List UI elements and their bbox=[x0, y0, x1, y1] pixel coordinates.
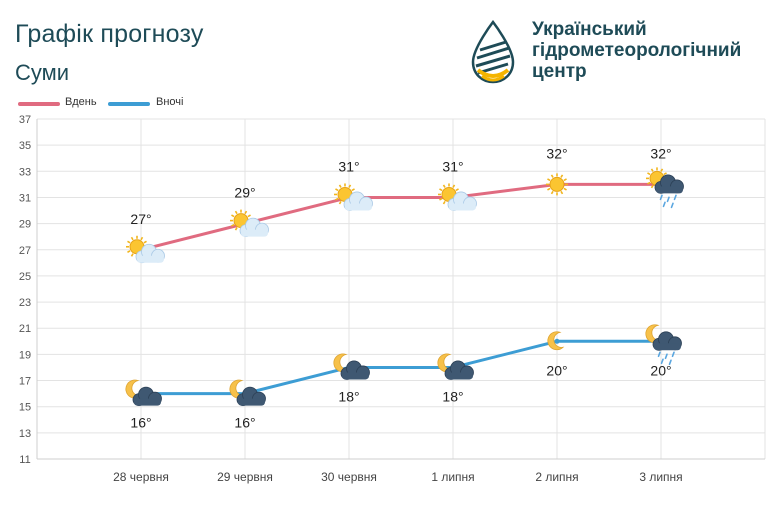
y-tick-label: 23 bbox=[19, 297, 31, 309]
point-night bbox=[554, 338, 560, 344]
logo-text: Український гідрометеорологічний центр bbox=[532, 19, 741, 82]
series-line-night bbox=[141, 339, 661, 396]
data-label-night: 18° bbox=[442, 388, 463, 404]
y-tick-label: 35 bbox=[19, 140, 31, 152]
sun-icon bbox=[546, 173, 568, 196]
data-label-night: 20° bbox=[546, 362, 567, 378]
logo-line-2: гідрометеорологічний bbox=[532, 40, 742, 61]
data-label-night: 18° bbox=[338, 388, 359, 404]
ukrhydrometcenter-logo[interactable]: Український гідрометеорологічний центр bbox=[468, 18, 768, 88]
y-tick-label: 13 bbox=[19, 428, 31, 440]
y-tick-label: 17 bbox=[19, 376, 31, 388]
rain-drops-icon bbox=[659, 194, 677, 209]
x-tick-label: 29 червня bbox=[217, 470, 273, 484]
x-tick-label: 2 липня bbox=[535, 470, 578, 484]
y-tick-label: 19 bbox=[19, 349, 31, 361]
dark-cloud-icon bbox=[236, 386, 266, 407]
y-tick-label: 37 bbox=[19, 114, 31, 126]
cloud-icon bbox=[239, 217, 269, 238]
page-title: Графік прогнозу bbox=[15, 20, 204, 48]
y-tick-label: 11 bbox=[19, 454, 30, 466]
data-label-day: 32° bbox=[650, 145, 671, 161]
city-name: Суми bbox=[15, 60, 70, 85]
dark-cloud-icon bbox=[340, 360, 370, 380]
data-label-day: 32° bbox=[546, 145, 567, 161]
dark-cloud-icon bbox=[132, 386, 162, 407]
data-label-day: 27° bbox=[130, 211, 151, 227]
data-label-day: 31° bbox=[338, 158, 359, 174]
logo-line-3: центр bbox=[532, 61, 587, 82]
cloud-icon bbox=[343, 191, 373, 211]
y-tick-label: 27 bbox=[19, 245, 31, 257]
data-label-night: 16° bbox=[130, 415, 151, 431]
data-label-night: 20° bbox=[650, 362, 671, 378]
dark-cloud-icon bbox=[654, 174, 684, 194]
drop-logo-icon bbox=[471, 20, 515, 84]
x-tick-label: 30 червня bbox=[321, 470, 377, 484]
logo-line-1: Український bbox=[532, 19, 647, 40]
data-label-night: 16° bbox=[234, 415, 255, 431]
y-tick-label: 15 bbox=[19, 402, 31, 414]
y-tick-label: 33 bbox=[19, 166, 31, 178]
legend-label-day: Вдень bbox=[65, 96, 97, 108]
dark-cloud-icon bbox=[652, 331, 682, 351]
cloud-icon bbox=[447, 191, 477, 211]
legend-label-night: Вночі bbox=[156, 96, 184, 108]
cloud-icon bbox=[135, 243, 165, 264]
dark-cloud-icon bbox=[444, 360, 474, 380]
data-label-day: 31° bbox=[442, 158, 463, 174]
x-tick-label: 3 липня bbox=[639, 470, 682, 484]
moon-icon bbox=[547, 331, 565, 351]
y-tick-label: 21 bbox=[19, 323, 31, 335]
x-tick-label: 1 липня bbox=[431, 470, 474, 484]
data-label-day: 29° bbox=[234, 185, 255, 201]
y-tick-label: 29 bbox=[19, 219, 31, 231]
x-tick-label: 28 червня bbox=[113, 470, 169, 484]
y-tick-label: 31 bbox=[19, 192, 31, 204]
y-tick-label: 25 bbox=[19, 271, 31, 283]
rain-drops-icon bbox=[657, 351, 675, 366]
legend-swatch-night bbox=[108, 102, 150, 106]
series-line-day bbox=[140, 182, 661, 252]
legend-swatch-day bbox=[18, 102, 60, 106]
